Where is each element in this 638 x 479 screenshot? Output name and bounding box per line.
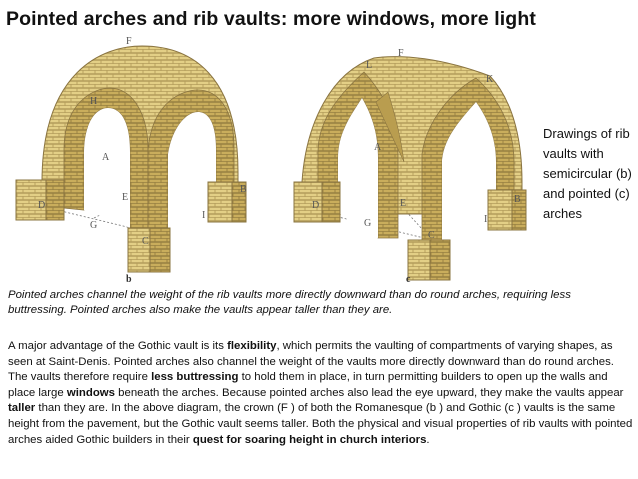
label-c-K: K <box>486 74 494 85</box>
label-c-D: D <box>312 200 319 211</box>
label-b-A: A <box>102 152 110 163</box>
page-title: Pointed arches and rib vaults: more wind… <box>6 8 536 30</box>
label-c-E: E <box>400 198 406 209</box>
caption-c: c <box>406 274 411 284</box>
label-c-C: C <box>428 230 435 241</box>
body-bold-quest: quest for soaring height in church inter… <box>192 433 427 446</box>
label-b-F: F <box>126 36 132 47</box>
label-c-G: G <box>364 218 371 229</box>
figure-italic-caption: Pointed arches channel the weight of the… <box>8 289 571 316</box>
label-b-C: C <box>142 236 149 247</box>
body-text-4: beneath the arches. Because pointed arch… <box>114 386 624 399</box>
body-bold-taller: taller <box>8 402 36 415</box>
label-b-B: B <box>240 184 247 195</box>
label-b-E: E <box>122 192 128 203</box>
vault-drawings-svg: F H A D E B G I C b <box>15 36 527 285</box>
label-b-D: D <box>38 200 45 211</box>
body-text-3: to hold them in place, in turn permittin… <box>8 371 608 399</box>
body-bold-flexibility: flexibility <box>227 340 277 352</box>
body-text-6: . <box>426 433 430 446</box>
label-b-I: I <box>202 210 205 221</box>
body-paragraph: A major advantage of the Gothic vault is… <box>8 339 634 448</box>
body-bold-less-buttressing: less buttressing <box>151 371 239 384</box>
label-c-B: B <box>514 194 521 205</box>
label-c-A: A <box>374 142 382 153</box>
caption-b: b <box>126 274 132 284</box>
body-bold-windows: windows <box>66 386 115 399</box>
vault-drawings-figure: F H A D E B G I C b <box>2 32 538 285</box>
label-b-G: G <box>90 220 97 231</box>
body-text-2: , which permits the vaulting of compartm… <box>8 340 614 384</box>
vault-b-drawing: F H A D E B G I C b <box>15 36 247 285</box>
label-c-L: L <box>366 60 372 71</box>
body-text-1: A major advantage of the Gothic vault is… <box>8 340 228 352</box>
figure-side-caption: Drawings of rib vaults with semicircular… <box>543 126 632 221</box>
body-text-5: than they are. In the above diagram, the… <box>8 402 633 446</box>
vault-c-drawing: F L K A D E B G I C c <box>293 48 527 285</box>
label-c-I: I <box>484 214 487 225</box>
label-b-H: H <box>90 96 97 107</box>
label-c-F: F <box>398 48 404 59</box>
